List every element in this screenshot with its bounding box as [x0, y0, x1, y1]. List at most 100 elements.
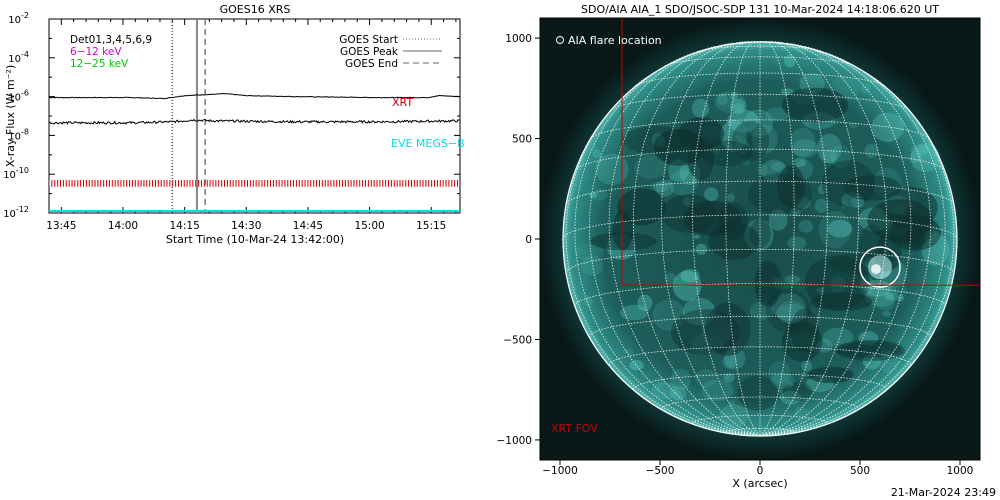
goes-y-tick-label: 10-8 — [8, 127, 29, 142]
active-region-blob — [652, 181, 669, 192]
goes-detector-legend-entry: 12−25 keV — [70, 58, 129, 70]
footer-timestamp: 21-Mar-2024 23:49 — [891, 486, 996, 499]
goes-x-tick-label: 14:00 — [108, 220, 138, 232]
aia-y-axis: 1000 500 0 −500 −1000 — [496, 33, 540, 447]
active-region-blob — [793, 406, 809, 424]
active-region-blob — [637, 294, 653, 311]
active-region-blob — [840, 200, 849, 209]
active-region-blob — [879, 351, 899, 374]
xrt-fov-label: XRT FOV — [551, 422, 598, 435]
active-region-blob — [818, 210, 852, 249]
coronal-hole-patch — [653, 128, 706, 166]
active-region-blob — [871, 112, 904, 142]
active-region-blob — [916, 144, 929, 156]
active-region-blob — [592, 149, 602, 159]
active-region-blob — [790, 208, 801, 217]
longitude-line — [608, 43, 761, 436]
active-region-blob — [860, 83, 872, 94]
active-region-blob — [765, 107, 790, 121]
active-region-blob — [717, 93, 728, 106]
active-region-blob — [830, 145, 851, 169]
active-region-blob — [620, 304, 649, 321]
active-region-blob — [669, 385, 687, 401]
active-region-blob — [864, 143, 879, 158]
flare-core — [871, 264, 881, 275]
longitude-line — [588, 45, 761, 436]
active-region-blob — [680, 269, 700, 283]
active-region-blob — [691, 98, 710, 118]
longitude-line — [759, 43, 912, 436]
goes-detector-legend-entry: 6−12 keV — [70, 46, 122, 58]
aia-panel: SDO/AIA AIA_1 SDO/JSOC-SDP 131 10-Mar-20… — [496, 3, 981, 490]
active-region-blob — [771, 293, 806, 321]
goes-y-tick-label: 10-10 — [3, 166, 29, 181]
xrt-fov-box — [621, 18, 980, 286]
coronal-hole-patch — [834, 341, 902, 358]
coronal-hole-patch — [747, 173, 813, 215]
longitude-line — [692, 41, 761, 436]
goes-detector-legend-entry: Det01,3,4,5,6,9 — [70, 34, 152, 46]
coronal-hole-patch — [790, 308, 819, 353]
longitude-line — [759, 41, 859, 436]
active-region-blob — [910, 145, 917, 153]
active-region-blob — [886, 282, 908, 302]
longitude-line — [759, 40, 795, 436]
active-region-blob — [801, 360, 813, 372]
active-region-blob — [634, 155, 668, 179]
coronal-hole-patch — [782, 381, 813, 401]
active-region-blob — [879, 350, 894, 359]
active-region-blob — [793, 157, 807, 167]
latitude-line — [589, 315, 931, 338]
goes-x-axis: 13:45 14:00 14:15 14:30 14:45 15:00 15:15 — [46, 19, 457, 232]
active-region-blob — [704, 187, 719, 202]
active-region-blob — [668, 169, 698, 196]
active-region-blob — [734, 139, 750, 154]
longitude-line — [759, 77, 955, 436]
active-region-blob — [679, 161, 701, 186]
aia-x-tick-label: −500 — [646, 465, 675, 477]
active-region-blob — [695, 243, 707, 255]
longitude-line — [725, 40, 761, 436]
active-region-blob — [884, 292, 895, 301]
coronal-hole-patch — [867, 199, 934, 242]
active-region-blob — [771, 372, 795, 389]
active-region-blob — [584, 297, 593, 307]
active-region-blob — [732, 103, 745, 112]
active-region-blob — [752, 124, 778, 154]
active-region-blob — [822, 327, 854, 348]
aia-y-tick-label: −1000 — [496, 435, 532, 447]
active-region-blob — [741, 156, 751, 166]
coronal-hole-patch — [810, 292, 873, 311]
goes-y-tick-label: 10-2 — [8, 11, 29, 26]
active-region-blob — [652, 299, 686, 331]
aia-x-tick-label: 1000 — [947, 465, 974, 477]
goes-y-tick-label: 10-12 — [3, 205, 29, 220]
active-region-blob — [629, 360, 644, 371]
coronal-hole-patch — [781, 322, 823, 362]
latitude-line — [664, 56, 856, 67]
goes-panel: GOES16 XRS 10-2 10-4 10-6 10-8 10-10 10-12 13… — [3, 3, 464, 246]
latitude-line — [696, 45, 824, 52]
active-region-blob — [574, 243, 604, 261]
active-region-blob — [693, 234, 700, 239]
goes-event-lines — [171, 19, 206, 213]
longitude-line — [759, 52, 946, 436]
aia-title: SDO/AIA AIA_1 SDO/JSOC-SDP 131 10-Mar-20… — [581, 3, 939, 16]
active-region-blob — [735, 134, 743, 141]
flare-location-circle — [859, 246, 901, 288]
longitude-line — [565, 77, 761, 436]
coronal-hole-patch — [807, 366, 854, 384]
coronal-hole-patch — [700, 140, 752, 167]
aia-x-tick-label: −1000 — [542, 465, 578, 477]
active-region-blob — [720, 119, 748, 152]
active-region-blob — [728, 401, 735, 406]
active-region-blob — [729, 98, 747, 114]
goes-series-line — [49, 93, 460, 100]
latitude-line — [574, 148, 946, 171]
goes-event-legend-label: GOES Start — [339, 34, 398, 46]
active-region-blob — [589, 192, 598, 198]
active-region-blob — [777, 388, 784, 393]
goes-event-legend-label: GOES Peak — [340, 46, 399, 58]
latitude-line — [634, 72, 886, 87]
